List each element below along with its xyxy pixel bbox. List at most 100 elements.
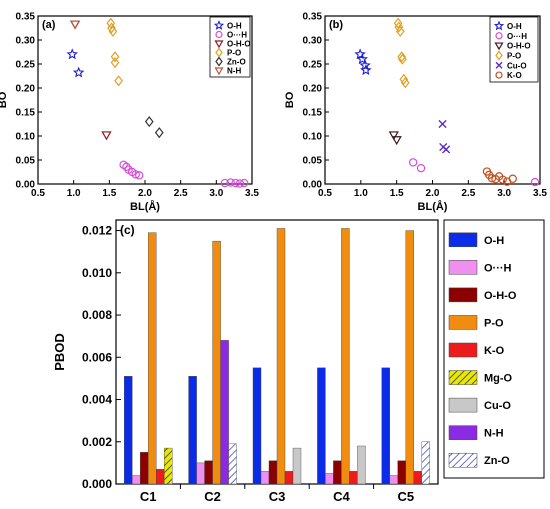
panel-a-data-point [110,51,120,63]
panel-c-panel-label: (c) [120,223,135,237]
panel-b-legend-label: O···H [507,32,527,41]
panel-c-bar [349,471,358,485]
panel-c-bar [317,367,326,485]
panel-a-x-tick-label: 1.0 [67,188,81,199]
panel-c-x-tick-label: C1 [140,489,157,504]
panel-c-category-group [381,230,430,485]
panel-b-series [482,167,517,186]
panel-b-y-tick-label: 0.20 [303,84,323,95]
panel-b-y-tick-label: 0.05 [303,156,323,167]
panel-b-y-tick-label: 0.35 [303,12,323,23]
panel-c-y-tick-label: 0.000 [82,477,112,491]
panel-a-data-point [69,20,81,30]
panel-a-series [144,116,164,139]
panel-a-series [119,160,249,188]
panel-c-bar [252,367,262,485]
panel-c-bar [333,460,342,485]
panel-a-data-point [72,66,85,78]
panel-c-y-tick-label: 0.008 [82,308,112,322]
panel-a-data-point [110,56,120,69]
panel-c-y-axis-label: PBOD [52,333,67,371]
panel-b-series [438,119,451,154]
panel-b-legend-marker [495,32,503,40]
panel-c-bar [131,475,141,485]
panel-c-bar [163,447,173,485]
panel-a-legend-label: N-H [227,67,241,76]
panel-a-data-point [239,178,249,188]
panel-b-data-point [393,17,403,29]
panel-c-legend-label: O-H-O [484,290,517,302]
panel-a-legend: O-HO···HO-H-OP-OZn-ON-H [209,16,251,78]
panel-a-data-point [235,179,245,188]
panel-c-bar [405,230,414,485]
panel-a-legend-marker [214,40,224,49]
panel-c-bar [292,447,302,485]
panel-a-x-axis-label: BL(Å) [130,200,160,213]
panel-b-data-point [397,51,407,63]
panel-c-bar [204,460,213,485]
panel-b-data-point [400,77,410,89]
panel-a-data-point [107,22,116,34]
panel-c-legend-label: P-O [484,317,504,329]
panel-b-x-tick-label: 2.0 [426,188,440,199]
panel-c-y-tick-label: 0.012 [82,224,112,238]
panel-b-data-point [438,119,447,129]
panel-b-series [354,48,372,76]
panel-c-bar [276,228,286,485]
panel-a-y-tick-label: 0.25 [16,60,36,71]
panel-b-y-axis-label: BO [284,91,296,108]
panel-a-data-point [131,170,140,179]
panel-a-data-point [226,178,235,187]
panel-a-y-tick-label: 0.00 [16,180,36,191]
panel-a-y-tick-label: 0.35 [16,12,36,23]
panel-b-panel: 0.5 1.0 1.5 2.0 2.5 3.0 3.5 0.00 0.05 0.10 0.15 0.2… [284,12,547,214]
panel-b-data-point [408,158,418,167]
panel-b-series [408,158,540,187]
panel-c-bar [212,240,221,485]
panel-c-bar [228,443,237,485]
panel-a-y-tick-label: 0.10 [16,132,36,143]
panel-c-category-group [188,240,237,485]
panel-a-data-point [101,131,112,141]
panel-b-series [388,131,402,146]
panel-c-y-tick-label: 0.010 [82,266,112,280]
panel-b-legend-marker [493,20,505,31]
panel-a-y-axis-label: BO [0,91,9,108]
panel-b-legend-marker [495,50,503,61]
panel-b-data-point [442,145,451,154]
panel-b-legend-marker [495,71,503,79]
panel-b-y-tick-label: 0.30 [303,36,323,47]
panel-c-bar [381,367,390,485]
panel-b-panel-label: (b) [329,19,343,31]
panel-c-legend-swatch [448,452,478,468]
panel-b-data-point [530,177,540,187]
panel-c-y-tick-label: 0.002 [82,435,112,449]
panel-a-x-tick-label: 2.0 [138,188,152,199]
panel-a-data-point [220,178,230,188]
panel-c-x-tick-label: C5 [397,489,414,504]
panel-c-panel: (c) 0.000 0.002 0.004 0.006 0.008 0.010 0.012 PB… [52,219,545,504]
panel-c-x-tick-label: C4 [333,489,350,504]
panel-c-legend-label: N-H [484,428,504,440]
panel-a-series [66,48,85,78]
panel-c-legend-swatch [448,425,478,440]
panel-b-legend-label: Cu-O [507,61,527,70]
panel-c-bar [155,469,165,485]
panel-a-legend-marker [213,20,225,30]
panel-a-series [69,20,112,141]
panel-b-y-tick-label: 0.15 [303,108,323,119]
panel-a-y-tick-label: 0.15 [16,108,36,119]
panel-b-x-tick-label: 2.5 [461,188,475,199]
panel-b-y-tick-label: 0.00 [303,180,323,191]
panel-c-y-tick-label: 0.006 [82,350,112,364]
panel-c-legend-label: Mg-O [484,373,513,385]
panel-b-y-tick-label: 0.10 [303,132,323,143]
panel-c-bar [421,441,430,485]
panel-b-data-point [388,131,399,141]
panel-a-series [69,20,81,30]
panel-c-legend-swatch [448,397,478,413]
panel-c-bar [284,471,294,485]
panel-c-bar [389,475,398,485]
panel-c-bar [139,452,149,485]
